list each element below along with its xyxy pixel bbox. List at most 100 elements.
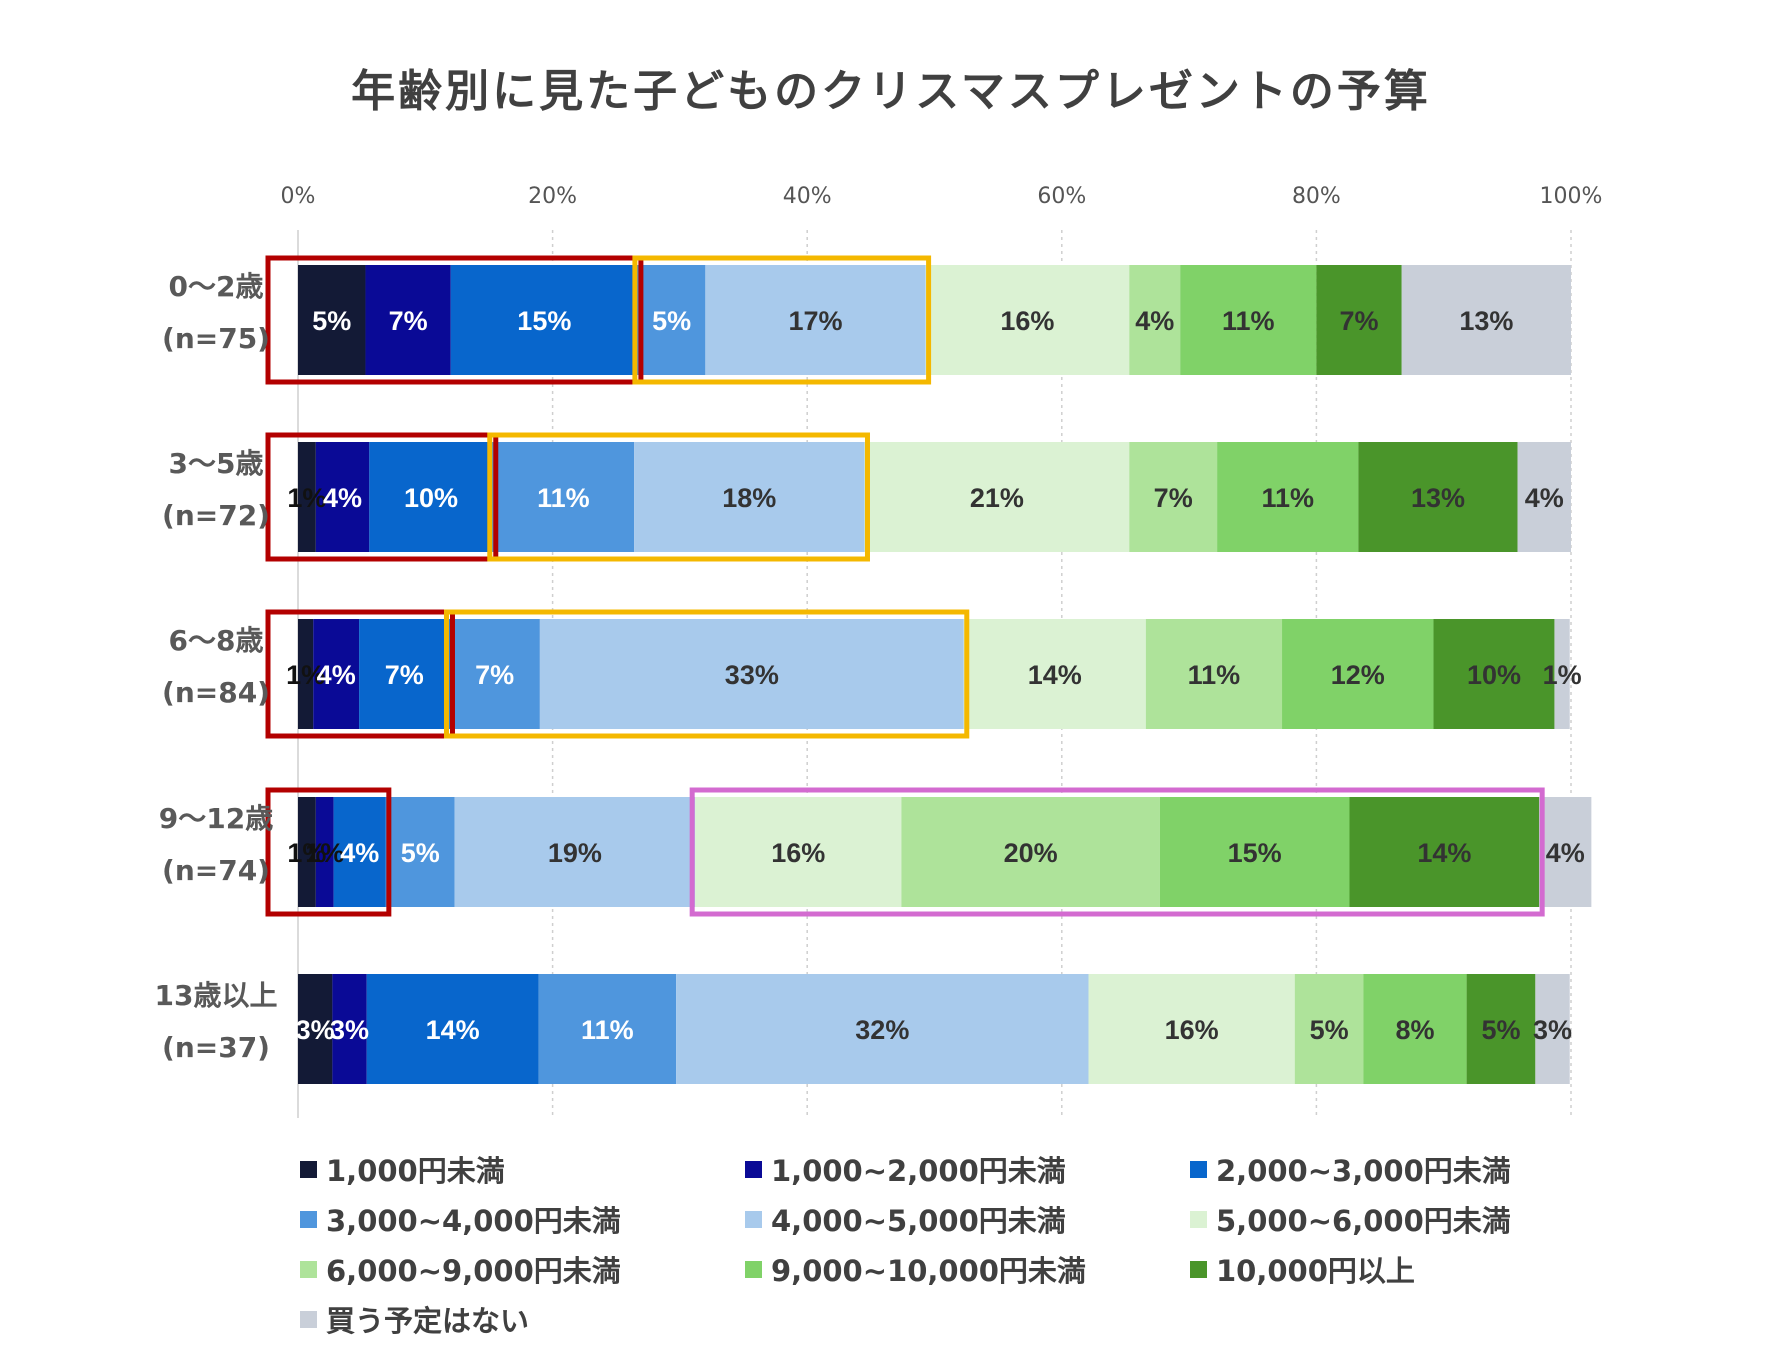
- bar-segment: [1349, 797, 1540, 907]
- category-sample-size: (n=74): [162, 854, 270, 887]
- bar-segment: [298, 619, 314, 729]
- highlight-box: [443, 609, 970, 739]
- bar-segment: [925, 265, 1130, 375]
- data-label: 7%: [385, 660, 424, 690]
- x-tick-label: 20%: [528, 184, 577, 209]
- bar-segment: [298, 797, 316, 907]
- legend-label: 買う予定はない: [326, 1304, 530, 1338]
- legend-swatch: [1190, 1260, 1207, 1278]
- legend-item: 3,000~4,000円未満: [300, 1198, 621, 1240]
- bar-segment: [1282, 619, 1434, 729]
- data-label: 14%: [1417, 838, 1471, 868]
- bar-segment: [1554, 619, 1570, 729]
- bar-segment: [676, 974, 1089, 1084]
- highlight-box: [265, 787, 392, 917]
- data-label: 1%: [305, 838, 344, 868]
- bar-segment: [538, 974, 677, 1084]
- x-tick-label: 40%: [783, 184, 832, 209]
- bar-segment: [1358, 442, 1518, 552]
- highlight-box: [265, 609, 455, 739]
- data-label: 16%: [771, 838, 825, 868]
- bar-segment: [298, 265, 366, 375]
- category-label: 0〜2歳: [169, 270, 264, 303]
- bar-segment: [454, 797, 696, 907]
- highlight-box: [689, 787, 1545, 917]
- data-label: 16%: [1165, 1015, 1219, 1045]
- data-label: 8%: [1396, 1015, 1435, 1045]
- legend-label: 10,000円以上: [1216, 1254, 1415, 1288]
- bar-segment: [637, 265, 706, 375]
- data-label: 1%: [287, 483, 326, 513]
- category-sample-size: (n=72): [162, 499, 270, 532]
- data-label: 3%: [1533, 1015, 1572, 1045]
- highlight-box: [265, 432, 499, 562]
- category-label: 3〜5歳: [169, 447, 264, 480]
- data-label: 7%: [1154, 483, 1193, 513]
- data-label: 5%: [401, 838, 440, 868]
- legend-item: 9,000~10,000円未満: [745, 1248, 1086, 1290]
- bar-segment: [1539, 797, 1592, 907]
- highlight-box: [487, 432, 870, 562]
- data-label: 11%: [1188, 660, 1241, 690]
- legend-swatch: [1190, 1160, 1207, 1178]
- bar-segment: [1145, 619, 1283, 729]
- data-label: 4%: [1135, 306, 1174, 336]
- bar-segment: [449, 619, 540, 729]
- bar-segment: [1517, 442, 1571, 552]
- legend-label: 3,000~4,000円未満: [326, 1204, 621, 1238]
- data-label: 7%: [475, 660, 514, 690]
- bar-segment: [313, 619, 360, 729]
- data-label: 5%: [1481, 1015, 1520, 1045]
- bar-segment: [369, 442, 493, 552]
- legend-label: 4,000~5,000円未満: [771, 1204, 1066, 1238]
- legend-swatch: [1190, 1210, 1207, 1228]
- bar-segment: [1159, 797, 1350, 907]
- legend-swatch: [300, 1310, 317, 1328]
- legend-label: 9,000~10,000円未満: [771, 1254, 1086, 1288]
- bar-segment: [1294, 974, 1364, 1084]
- highlight-box: [265, 255, 644, 385]
- data-label: 5%: [312, 306, 351, 336]
- data-label: 17%: [788, 306, 842, 336]
- data-label: 14%: [426, 1015, 480, 1045]
- bars: [298, 265, 1592, 1084]
- bar-segment: [450, 265, 638, 375]
- category-label: 13歳以上: [155, 979, 278, 1012]
- data-label: 21%: [970, 483, 1024, 513]
- data-label: 32%: [855, 1015, 909, 1045]
- x-tick-label: 0%: [281, 184, 316, 209]
- legend-swatch: [745, 1160, 762, 1178]
- category-sample-size: (n=37): [162, 1031, 270, 1064]
- bar-segment: [705, 265, 926, 375]
- bar-segment: [492, 442, 635, 552]
- data-label: 15%: [517, 306, 571, 336]
- data-label: 15%: [1228, 838, 1282, 868]
- bar-segment: [963, 619, 1146, 729]
- x-tick-label: 100%: [1540, 184, 1603, 209]
- bar-segment: [1535, 974, 1570, 1084]
- data-label: 11%: [1222, 306, 1275, 336]
- data-label: 3%: [296, 1015, 335, 1045]
- legend-item: 6,000~9,000円未満: [300, 1248, 621, 1290]
- bar-segment: [634, 442, 865, 552]
- data-label: 33%: [725, 660, 779, 690]
- legend-label: 6,000~9,000円未満: [326, 1254, 621, 1288]
- legend-item: 1,000円未満: [300, 1148, 505, 1190]
- bar-segment: [1180, 265, 1317, 375]
- legend-swatch: [745, 1210, 762, 1228]
- data-label: 5%: [652, 306, 691, 336]
- data-label: 1%: [286, 660, 325, 690]
- legend-label: 2,000~3,000円未満: [1216, 1154, 1511, 1188]
- data-label: 11%: [1261, 483, 1314, 513]
- bar-segment: [315, 797, 334, 907]
- legend-label: 1,000~2,000円未満: [771, 1154, 1066, 1188]
- bar-segment: [1433, 619, 1555, 729]
- y-axis-categories: 0〜2歳 (n=75) 3〜5歳 (n=72) 6〜8歳 (n=84) 9〜12歳 (n=74…: [155, 270, 278, 1064]
- data-label: 14%: [1028, 660, 1082, 690]
- x-tick-label: 60%: [1037, 184, 1086, 209]
- data-label: 13%: [1411, 483, 1465, 513]
- data-label: 4%: [317, 660, 356, 690]
- legend-item: 4,000~5,000円未満: [745, 1198, 1066, 1240]
- data-label: 19%: [548, 838, 602, 868]
